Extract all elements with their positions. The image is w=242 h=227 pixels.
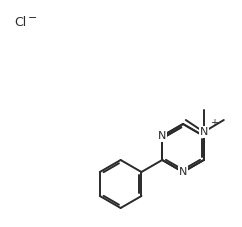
Text: N: N (179, 167, 187, 177)
Text: N: N (158, 131, 166, 141)
Text: −: − (28, 13, 37, 23)
Text: Cl: Cl (14, 15, 26, 29)
Text: +: + (210, 118, 218, 128)
Text: N: N (200, 127, 208, 137)
